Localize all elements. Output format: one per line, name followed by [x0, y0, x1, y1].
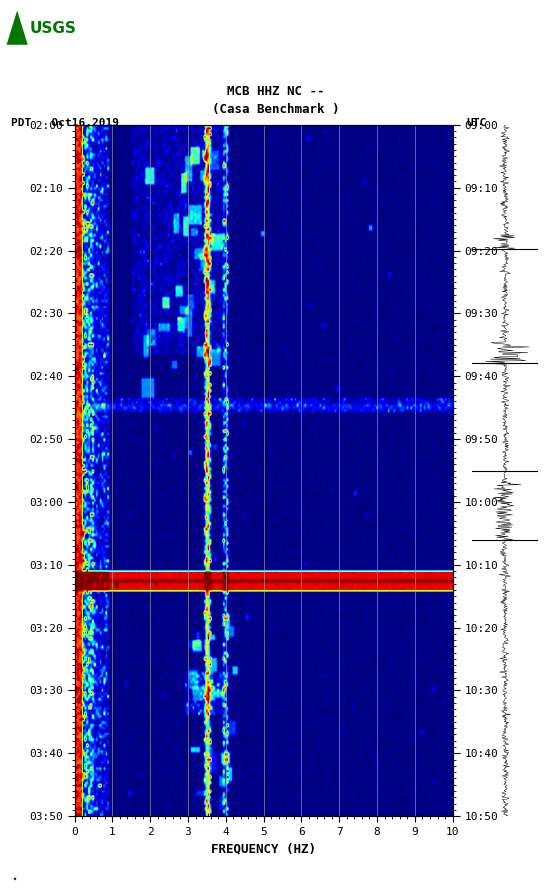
X-axis label: FREQUENCY (HZ): FREQUENCY (HZ) — [211, 842, 316, 855]
Text: MCB HHZ NC --: MCB HHZ NC -- — [227, 86, 325, 98]
Text: UTC: UTC — [466, 118, 487, 128]
Text: PDT   Oct16,2019: PDT Oct16,2019 — [11, 118, 119, 128]
Text: USGS: USGS — [30, 21, 77, 36]
Text: (Casa Benchmark ): (Casa Benchmark ) — [213, 103, 339, 116]
Polygon shape — [7, 11, 28, 45]
Text: $\star$: $\star$ — [11, 873, 18, 883]
